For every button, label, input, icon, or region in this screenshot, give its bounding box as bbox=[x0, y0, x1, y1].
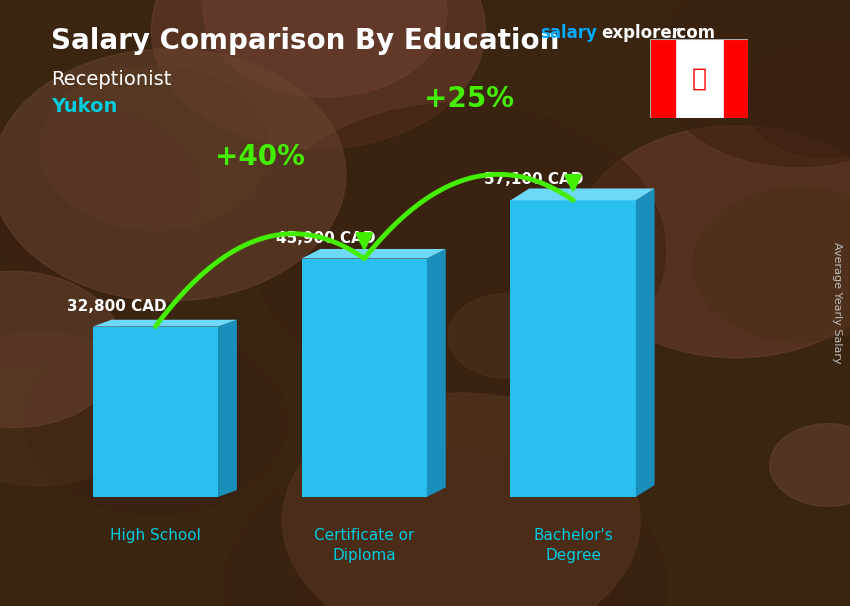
Text: .com: .com bbox=[671, 24, 716, 42]
Text: +40%: +40% bbox=[215, 143, 305, 171]
Circle shape bbox=[0, 271, 123, 428]
Text: Certificate or
Diploma: Certificate or Diploma bbox=[314, 528, 415, 563]
Circle shape bbox=[770, 424, 850, 506]
Polygon shape bbox=[511, 188, 654, 201]
Bar bbox=[650, 39, 675, 118]
Circle shape bbox=[24, 328, 287, 516]
Text: 57,100 CAD: 57,100 CAD bbox=[484, 172, 584, 187]
Circle shape bbox=[224, 445, 618, 606]
Polygon shape bbox=[427, 249, 445, 497]
Bar bbox=[302, 259, 427, 497]
Circle shape bbox=[151, 0, 485, 149]
Circle shape bbox=[0, 49, 346, 301]
Circle shape bbox=[203, 0, 447, 97]
Circle shape bbox=[252, 103, 666, 398]
Text: 🍁: 🍁 bbox=[692, 67, 706, 91]
Circle shape bbox=[745, 45, 850, 158]
Circle shape bbox=[574, 125, 850, 358]
Circle shape bbox=[654, 0, 850, 167]
Text: Average Yearly Salary: Average Yearly Salary bbox=[832, 242, 842, 364]
Text: 32,800 CAD: 32,800 CAD bbox=[66, 299, 167, 313]
Circle shape bbox=[0, 331, 147, 486]
Circle shape bbox=[448, 293, 567, 378]
Text: High School: High School bbox=[110, 528, 201, 543]
Text: explorer: explorer bbox=[601, 24, 680, 42]
Polygon shape bbox=[218, 320, 237, 497]
Circle shape bbox=[282, 393, 640, 606]
Bar bbox=[511, 201, 636, 497]
Polygon shape bbox=[636, 188, 654, 497]
Circle shape bbox=[40, 67, 269, 230]
Circle shape bbox=[0, 108, 201, 275]
Circle shape bbox=[463, 464, 570, 541]
Text: 45,900 CAD: 45,900 CAD bbox=[275, 230, 375, 245]
Circle shape bbox=[297, 454, 668, 606]
Circle shape bbox=[693, 188, 850, 342]
Text: Salary Comparison By Education: Salary Comparison By Education bbox=[51, 27, 559, 55]
Text: +25%: +25% bbox=[423, 85, 513, 113]
Bar bbox=[723, 39, 748, 118]
Text: salary: salary bbox=[540, 24, 597, 42]
Text: Yukon: Yukon bbox=[51, 97, 117, 116]
Circle shape bbox=[0, 209, 130, 367]
Polygon shape bbox=[93, 320, 237, 327]
Text: Receptionist: Receptionist bbox=[51, 70, 172, 88]
Bar bbox=[93, 327, 218, 497]
Text: Bachelor's
Degree: Bachelor's Degree bbox=[533, 528, 613, 563]
Polygon shape bbox=[302, 249, 445, 259]
